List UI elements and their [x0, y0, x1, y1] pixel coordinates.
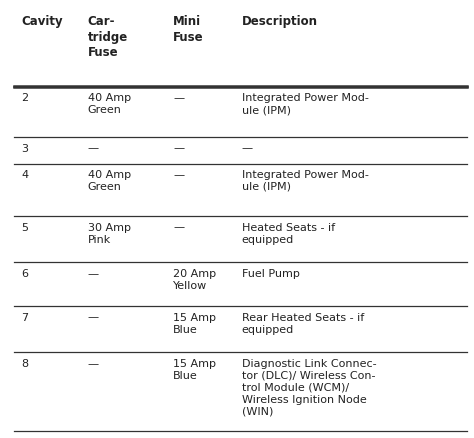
Text: 20 Amp
Yellow: 20 Amp Yellow — [173, 268, 216, 290]
Text: 8: 8 — [21, 358, 28, 368]
Text: Integrated Power Mod-
ule (IPM): Integrated Power Mod- ule (IPM) — [242, 170, 369, 191]
Text: 6: 6 — [21, 268, 28, 278]
Text: —: — — [173, 170, 184, 180]
Text: Cavity: Cavity — [21, 15, 63, 28]
Text: —: — — [173, 222, 184, 232]
Text: —: — — [88, 358, 99, 368]
Text: 3: 3 — [21, 143, 28, 153]
Text: Integrated Power Mod-
ule (IPM): Integrated Power Mod- ule (IPM) — [242, 93, 369, 115]
Text: 15 Amp
Blue: 15 Amp Blue — [173, 358, 216, 380]
Text: —: — — [242, 143, 253, 153]
Text: 15 Amp
Blue: 15 Amp Blue — [173, 312, 216, 334]
Text: Car-
tridge
Fuse: Car- tridge Fuse — [88, 15, 128, 59]
Text: 4: 4 — [21, 170, 28, 180]
Text: Rear Heated Seats - if
equipped: Rear Heated Seats - if equipped — [242, 312, 364, 334]
Text: Fuel Pump: Fuel Pump — [242, 268, 300, 278]
Text: —: — — [88, 143, 99, 153]
Text: 30 Amp
Pink: 30 Amp Pink — [88, 222, 131, 244]
Text: Heated Seats - if
equipped: Heated Seats - if equipped — [242, 222, 335, 244]
Text: Diagnostic Link Connec-
tor (DLC)/ Wireless Con-
trol Module (WCM)/
Wireless Ign: Diagnostic Link Connec- tor (DLC)/ Wirel… — [242, 358, 376, 416]
Text: —: — — [173, 93, 184, 103]
Text: 5: 5 — [21, 222, 28, 232]
Text: 2: 2 — [21, 93, 28, 103]
Text: Mini
Fuse: Mini Fuse — [173, 15, 204, 44]
Text: —: — — [88, 312, 99, 322]
Text: —: — — [88, 268, 99, 278]
Text: 7: 7 — [21, 312, 28, 322]
Text: Description: Description — [242, 15, 318, 28]
Text: 40 Amp
Green: 40 Amp Green — [88, 93, 131, 115]
Text: —: — — [173, 143, 184, 153]
Text: 40 Amp
Green: 40 Amp Green — [88, 170, 131, 191]
